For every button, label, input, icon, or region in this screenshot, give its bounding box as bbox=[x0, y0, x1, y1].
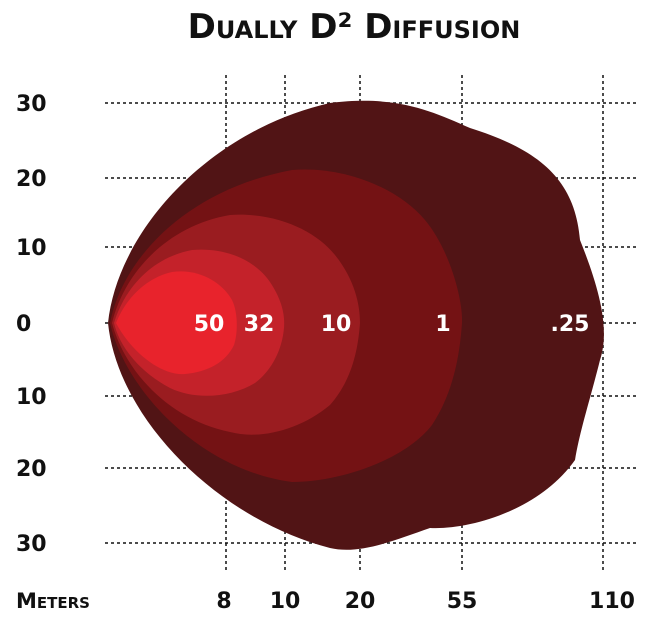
zone-label-1: 1 bbox=[435, 312, 450, 337]
y-tick-label: 20 bbox=[16, 457, 47, 482]
zone-label-10: 10 bbox=[321, 312, 352, 337]
zone-label-50: 50 bbox=[194, 312, 225, 337]
y-tick-label: 10 bbox=[16, 236, 47, 261]
zones bbox=[108, 100, 604, 550]
y-tick-label: 20 bbox=[16, 167, 47, 192]
zone-label-025: .25 bbox=[551, 312, 590, 337]
x-tick-label: 10 bbox=[270, 589, 301, 614]
x-tick-label: 110 bbox=[589, 589, 635, 614]
y-tick-label: 30 bbox=[16, 92, 47, 117]
y-tick-label: 30 bbox=[16, 532, 47, 557]
x-tick-label: 8 bbox=[216, 589, 231, 614]
x-axis: Meters 8 10 20 55 110 bbox=[16, 589, 635, 614]
zone-label-32: 32 bbox=[244, 312, 275, 337]
y-axis: 30 20 10 0 10 20 30 bbox=[16, 92, 47, 557]
x-unit-label: Meters bbox=[16, 589, 90, 613]
y-tick-label: 0 bbox=[16, 312, 31, 337]
x-tick-label: 55 bbox=[447, 589, 478, 614]
zone-50 bbox=[116, 271, 237, 375]
zone-labels: 50 32 10 1 .25 bbox=[194, 312, 590, 337]
chart-title: Dually D² Diffusion bbox=[188, 7, 521, 47]
x-tick-label: 20 bbox=[345, 589, 376, 614]
y-tick-label: 10 bbox=[16, 385, 47, 410]
